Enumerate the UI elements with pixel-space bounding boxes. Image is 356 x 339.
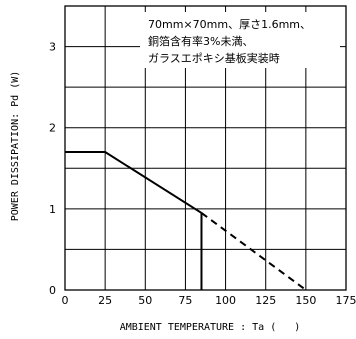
series-line-solid — [65, 151, 203, 214]
annotation-line-2: 銅箔含有率3%未満、 — [148, 34, 253, 48]
x-tick-label: 125 — [255, 294, 276, 307]
x-tick-labels: 0 25 50 75 100 125 150 175 — [62, 294, 356, 307]
y-tick-label: 0 — [49, 284, 56, 297]
x-tick-label: 0 — [62, 294, 69, 307]
annotation-line-1: 70mm×70mm、厚さ1.6mm、 — [148, 18, 311, 31]
x-tick-label: 50 — [138, 294, 152, 307]
y-tick-label: 2 — [49, 122, 56, 135]
annotation-background — [140, 12, 340, 68]
series-group — [65, 151, 307, 291]
y-tick-label: 3 — [49, 41, 56, 54]
y-tick-label: 1 — [49, 203, 56, 216]
x-tick-label: 75 — [178, 294, 192, 307]
y-tick-labels: 0 1 2 3 — [49, 41, 56, 297]
series-line-dashed — [200, 212, 307, 291]
x-tick-label: 150 — [295, 294, 316, 307]
y-axis-label: POWER DISSIPATION: Pd (W) — [10, 71, 21, 222]
x-tick-label: 175 — [336, 294, 356, 307]
x-tick-label: 25 — [98, 294, 112, 307]
x-axis-label: AMBIENT TEMPERATURE : Ta ( ) — [120, 322, 301, 333]
annotation-line-3: ガラスエポキシ基板実装時 — [148, 51, 280, 65]
x-tick-label: 100 — [215, 294, 236, 307]
plot-frame — [64, 5, 347, 291]
